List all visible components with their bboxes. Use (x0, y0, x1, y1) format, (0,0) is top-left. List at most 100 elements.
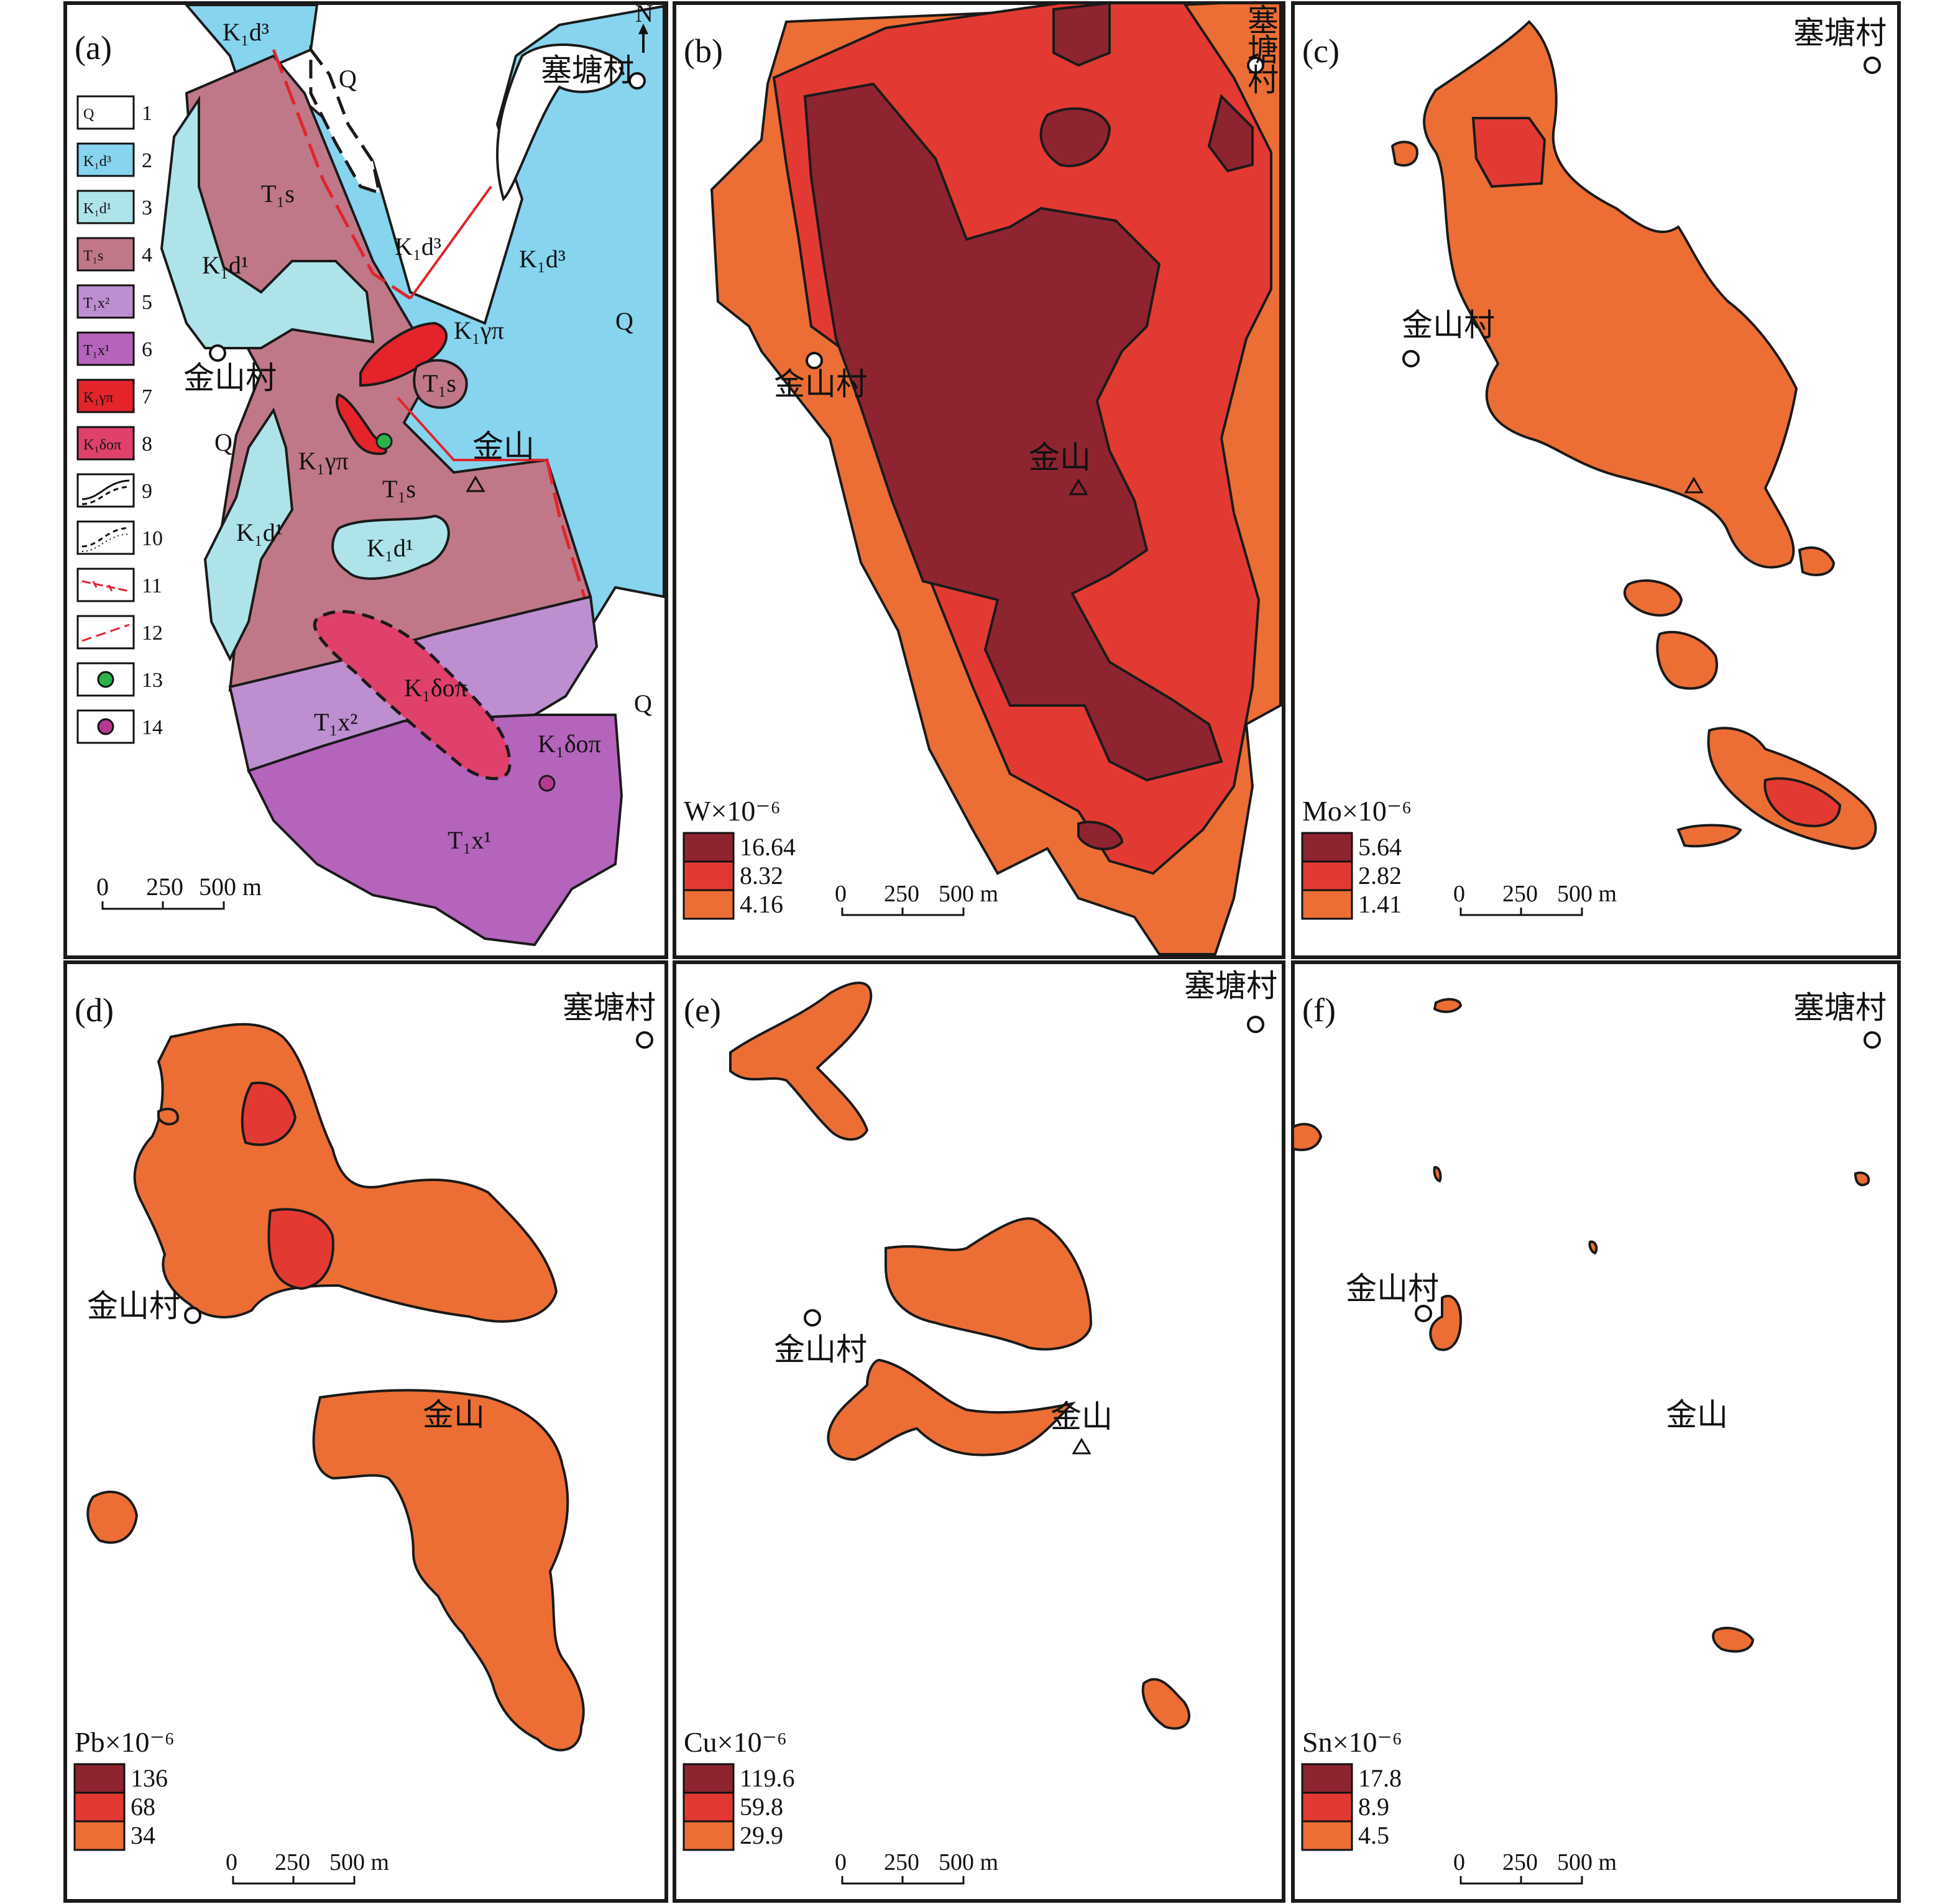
map-label-k1d3: K₁d³ (223, 18, 269, 46)
jinshan-village-label: 金山村 (183, 361, 277, 395)
legend-number: 11 (142, 574, 162, 597)
unit-k1d1-area-2 (203, 407, 294, 662)
saitang-village-marker (1864, 57, 1881, 74)
legend-swatch-low (1301, 1820, 1353, 1851)
legend-swatch-low (683, 1820, 735, 1851)
cu-contour-low-2 (885, 1217, 1093, 1351)
jinshan-village-marker (806, 352, 823, 369)
saitang-village-label: 塞塘村 (1184, 968, 1277, 1003)
panel-c-tag: (c) (1302, 32, 1340, 70)
legend-swatch-high (683, 832, 735, 863)
legend-swatch-label: T₁x¹ (83, 343, 109, 359)
fault-line-2 (409, 185, 492, 300)
scale-tick-label: 250 (884, 881, 919, 907)
legend-drill-hole-icon (97, 671, 114, 688)
north-label: N (635, 0, 653, 27)
legend-swatch-t1s (76, 237, 135, 272)
scale-bar-line (841, 908, 965, 916)
saitang-village-marker (1864, 1031, 1881, 1049)
fault-line-1 (272, 49, 411, 300)
panel-f-tag: (f) (1302, 991, 1336, 1029)
legend-number: 1 (142, 102, 152, 125)
legend-swatch-label: K₁γπ (83, 390, 113, 406)
legend-swatch-label: K₁δοπ (83, 437, 121, 453)
map-label-t1s: T₁s (261, 180, 295, 208)
mo-contour-low-2 (1390, 140, 1419, 167)
legend-swatch-label: Q (83, 106, 94, 122)
pb-contour-low-4 (157, 1108, 179, 1126)
scale-tick-label: 500 m (1557, 1849, 1617, 1875)
panel-b-w-map: (b) 塞 塘 村 金山村 金山 W×10⁻⁶ 16.648.324.16 0 25… (673, 1, 1285, 959)
legend-geologic-boundary-icon (81, 479, 130, 500)
legend-value: 136 (131, 1764, 168, 1792)
legend-sample-icon (97, 718, 114, 735)
north-arrow-icon: N (635, 0, 653, 53)
saitang-char-3: 村 (1248, 63, 1279, 98)
legend-number: 5 (142, 291, 152, 314)
pb-contour-low-3 (86, 1490, 139, 1544)
fault-line-3 (397, 397, 547, 461)
legend-number: 7 (142, 385, 152, 408)
panel-a-tag: (a) (75, 29, 112, 67)
panel-b-tag: (b) (684, 32, 723, 70)
scale-bar-line (1459, 1876, 1583, 1885)
saitang-village-label: 塞塘村 (1793, 16, 1887, 50)
legend-value: 2.82 (1358, 862, 1402, 890)
legend-value: 5.64 (1358, 833, 1402, 861)
saitang-village-label: 塞塘村 (1793, 990, 1887, 1025)
legend-swatch-mid (683, 860, 735, 891)
fault-line-4 (545, 459, 586, 597)
panel-f-sn-map: (f) 塞塘村 金山村 金山 Sn×10⁻⁶ 17.88.94.5 0 250 500… (1291, 960, 1901, 1903)
saitang-village-label: 塞塘村 (563, 990, 656, 1025)
saitang-char-2: 塘 (1248, 33, 1279, 68)
pb-contour-low (133, 1023, 558, 1323)
map-label-t1x2: T₁x² (314, 708, 357, 736)
sample-site-marker (538, 775, 556, 792)
jinshan-village-label: 金山村 (1346, 1271, 1439, 1306)
legend-swatch-low (1301, 889, 1353, 920)
jinshan-peak-label: 金山 (472, 429, 535, 464)
legend-value: 59.8 (740, 1793, 783, 1821)
pb-contour-mid-2 (267, 1208, 334, 1290)
legend-swatch-high (1301, 832, 1353, 863)
panel-e-scale-bar: 0 250 500 m (835, 1849, 998, 1885)
legend-swatch-k1gamma (76, 379, 135, 413)
mo-contour-mid (1471, 117, 1547, 188)
scale-tick-label: 0 (835, 1849, 847, 1875)
legend-swatch-k1d3 (76, 142, 135, 177)
map-label-k1gamma: K₁γπ (454, 316, 504, 344)
map-label-q: Q (634, 689, 652, 717)
panel-c-legend: Mo×10⁻⁶ 5.642.821.41 (1301, 795, 1412, 920)
legend-value: 119.6 (740, 1764, 795, 1792)
w-contour-high-5 (1077, 821, 1124, 850)
saitang-village-marker (628, 72, 646, 90)
legend-swatch-symbol-9 (76, 473, 135, 508)
scale-bar-line (841, 1876, 965, 1885)
scale-tick-label: 0 (835, 881, 847, 907)
cu-contour-low-3 (827, 1358, 1077, 1461)
jinshan-village-label: 金山村 (774, 1332, 867, 1367)
legend-swatch-t1x1 (76, 331, 135, 366)
w-contour-high (803, 82, 1223, 782)
unit-k1d1-area-3 (331, 514, 450, 580)
jinshan-peak-marker (1072, 1438, 1092, 1455)
legend-title: Cu×10⁻⁶ (684, 1726, 787, 1758)
pb-contour-low-2 (312, 1389, 585, 1752)
map-label-k1d1: K₁d¹ (367, 534, 413, 562)
scale-tick-label: 500 m (329, 1849, 389, 1875)
jinshan-village-marker (1402, 350, 1420, 367)
map-label-k1d1: K₁d¹ (202, 251, 249, 279)
panel-c-mo-map: (c) 塞塘村 金山村 Mo×10⁻⁶ 5.642.821.41 0 250 500 … (1291, 1, 1901, 959)
legend-swatch-mid (683, 1791, 735, 1823)
legend-value: 29.9 (740, 1821, 783, 1849)
legend-swatch-mid (1301, 1791, 1353, 1823)
scale-tick-label: 500 m (939, 1849, 998, 1875)
panel-e-cu-map: (e) 塞塘村 金山村 金山 Cu×10⁻⁶ 119.659.829.9 0 250… (673, 960, 1285, 1903)
jinshan-peak-marker (466, 476, 485, 492)
legend-inferred-fault-icon (81, 623, 130, 642)
map-label-k1delta: K₁δοπ (538, 730, 601, 758)
map-label-t1x1: T₁x¹ (448, 826, 491, 854)
legend-value: 4.5 (1358, 1821, 1389, 1849)
legend-dotted-boundary-icon (81, 533, 130, 552)
